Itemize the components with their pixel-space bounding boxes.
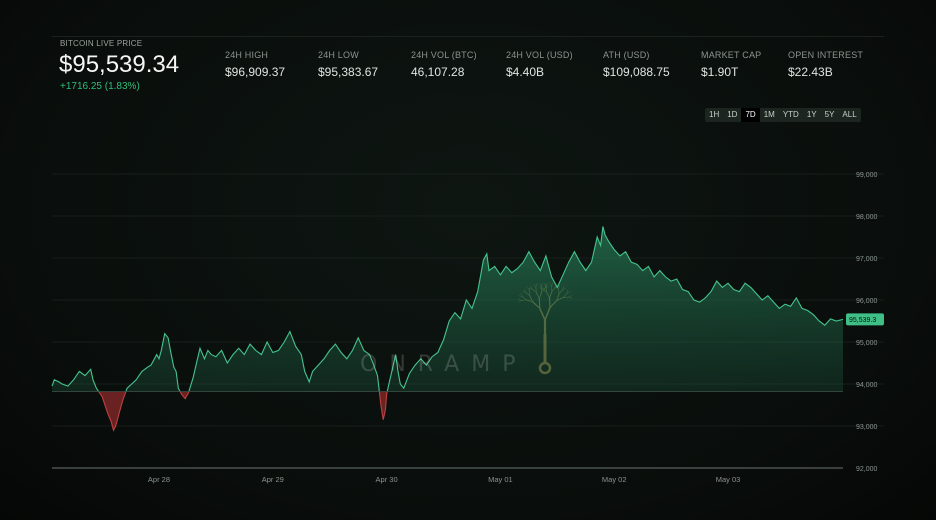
x-tick-label: May 02 — [602, 475, 627, 484]
stat-label: 24H VOL (USD) — [506, 50, 573, 60]
watermark-text: ONRAMP — [360, 352, 528, 377]
price-change: +1716.25 (1.83%) — [60, 81, 140, 92]
area-fill-above — [52, 226, 843, 392]
x-tick-label: May 01 — [488, 475, 513, 484]
stat-24h-low: 24H LOW $95,383.67 — [318, 50, 378, 79]
stat-24h-high: 24H HIGH $96,909.37 — [225, 50, 285, 79]
stat-label: MARKET CAP — [701, 50, 762, 60]
stat-value: $1.90T — [701, 65, 739, 79]
stat-24h-vol-btc: 24H VOL (BTC) 46,107.28 — [411, 50, 477, 79]
time-range-selector: 1H 1D 7D 1M YTD 1Y 5Y ALL — [705, 108, 861, 122]
range-button-1h[interactable]: 1H — [709, 110, 720, 119]
price-line — [51, 226, 844, 392]
stat-value: $4.40B — [506, 65, 545, 79]
range-button-all[interactable]: ALL — [842, 110, 857, 119]
stat-label: 24H LOW — [318, 50, 359, 60]
range-button-1d[interactable]: 1D — [727, 110, 738, 119]
y-tick-label: 97,000 — [856, 256, 878, 263]
range-button-1m[interactable]: 1M — [763, 110, 775, 119]
header-divider — [52, 36, 884, 37]
x-tick-label: May 03 — [716, 475, 741, 484]
y-tick-label: 92,000 — [856, 466, 878, 473]
stat-value: $109,088.75 — [603, 65, 670, 79]
range-button-7d[interactable]: 7D — [741, 108, 760, 122]
stat-value: $95,383.67 — [318, 65, 379, 79]
live-price-label: BITCOIN LIVE PRICE — [60, 39, 143, 48]
stat-label: ATH (USD) — [603, 50, 650, 60]
y-tick-label: 94,000 — [856, 382, 878, 389]
y-tick-label: 95,000 — [856, 340, 878, 347]
range-button-1y[interactable]: 1Y — [806, 110, 817, 119]
y-tick-label: 99,000 — [856, 172, 878, 179]
stat-24h-vol-usd: 24H VOL (USD) $4.40B — [506, 50, 573, 79]
y-tick-label: 93,000 — [856, 424, 878, 431]
range-button-5y[interactable]: 5Y — [824, 110, 835, 119]
live-price-value: $95,539.34 — [59, 51, 180, 78]
stat-open-interest: OPEN INTEREST $22.43B — [788, 50, 863, 79]
stat-label: 24H HIGH — [225, 50, 269, 60]
current-price-label: 95,539.3 — [849, 317, 876, 324]
y-tick-label: 96,000 — [856, 298, 878, 305]
range-button-ytd[interactable]: YTD — [782, 110, 799, 119]
y-axis: 92,000 93,000 94,000 95,000 96,000 97,000 98,0… — [856, 172, 878, 473]
stat-ath: ATH (USD) $109,088.75 — [603, 50, 670, 79]
current-price-badge: 95,539.3 — [846, 313, 884, 326]
x-tick-label: Apr 29 — [262, 475, 284, 484]
x-tick-label: Apr 28 — [148, 475, 170, 484]
stat-label: OPEN INTEREST — [788, 50, 864, 60]
stat-market-cap: MARKET CAP $1.90T — [701, 50, 761, 79]
x-tick-label: Apr 30 — [376, 475, 398, 484]
x-axis: Apr 28 Apr 29 Apr 30 May 01 May 02 May 03 — [148, 475, 740, 484]
stat-value: 46,107.28 — [411, 65, 465, 79]
stat-value: $22.43B — [788, 65, 833, 79]
stat-label: 24H VOL (BTC) — [411, 50, 477, 60]
y-tick-label: 98,000 — [856, 214, 878, 221]
stat-value: $96,909.37 — [225, 65, 286, 79]
